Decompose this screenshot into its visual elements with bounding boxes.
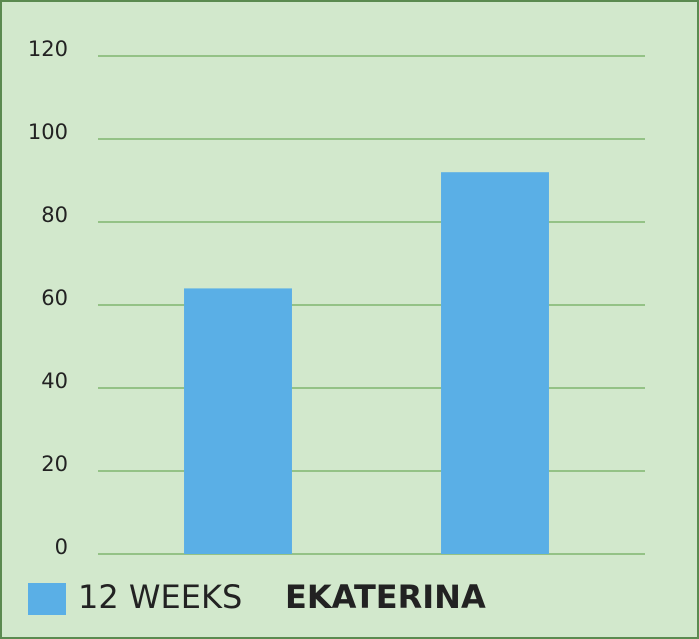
bar xyxy=(441,172,549,554)
y-tick-label: 120 xyxy=(28,37,68,61)
legend-label: 12 WEEKS xyxy=(78,578,242,616)
y-tick-label: 0 xyxy=(55,535,68,559)
annotation: EKATERINA xyxy=(285,578,486,616)
bar xyxy=(184,288,292,554)
y-tick-label: 40 xyxy=(41,369,68,393)
y-tick-label: 80 xyxy=(41,203,68,227)
y-tick-label: 100 xyxy=(28,120,68,144)
y-tick-label: 20 xyxy=(41,452,68,476)
legend-swatch xyxy=(28,583,66,615)
y-tick-label: 60 xyxy=(41,286,68,310)
